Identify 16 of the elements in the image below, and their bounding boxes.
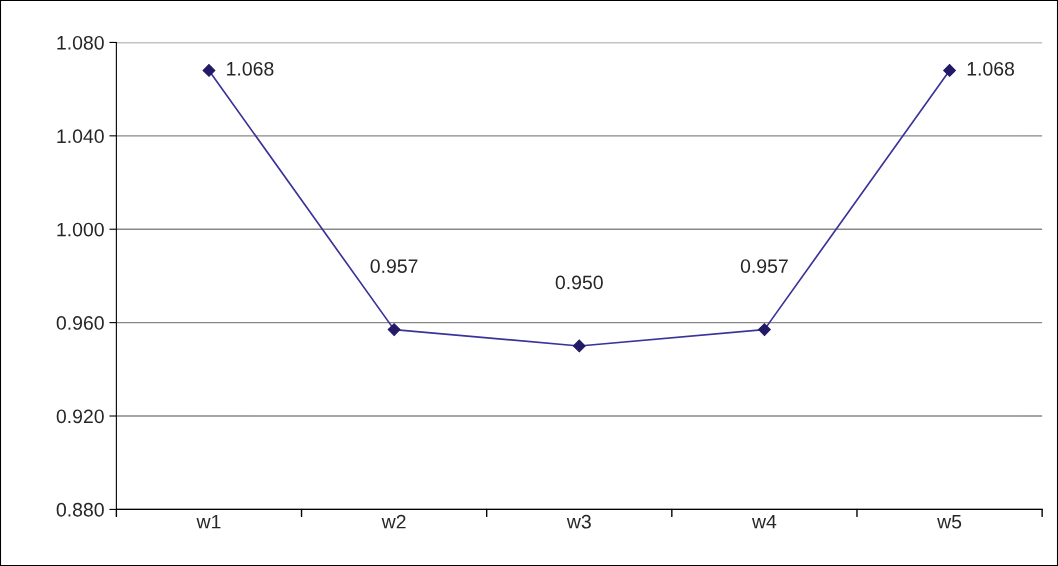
y-tick-label: 1.000	[57, 222, 104, 237]
x-tick-label: w3	[566, 514, 591, 529]
y-tick-label: 0.880	[56, 502, 104, 517]
x-tick-label: w5	[937, 514, 962, 529]
y-tick-label: 0.960	[56, 316, 104, 330]
data-label: 1.068	[227, 61, 274, 76]
x-tick-label: w4	[751, 514, 777, 529]
data-label: 0.950	[555, 275, 603, 290]
y-tick-label: 1.040	[57, 129, 104, 144]
data-label: 0.957	[740, 259, 788, 273]
x-tick-label: w1	[196, 514, 221, 529]
data-label: 1.068	[967, 61, 1015, 76]
y-tick-label: 1.080	[57, 35, 104, 50]
y-tick-label: 0.920	[56, 409, 104, 424]
data-label: 0.957	[370, 259, 418, 273]
x-tick-label: w2	[381, 514, 406, 529]
